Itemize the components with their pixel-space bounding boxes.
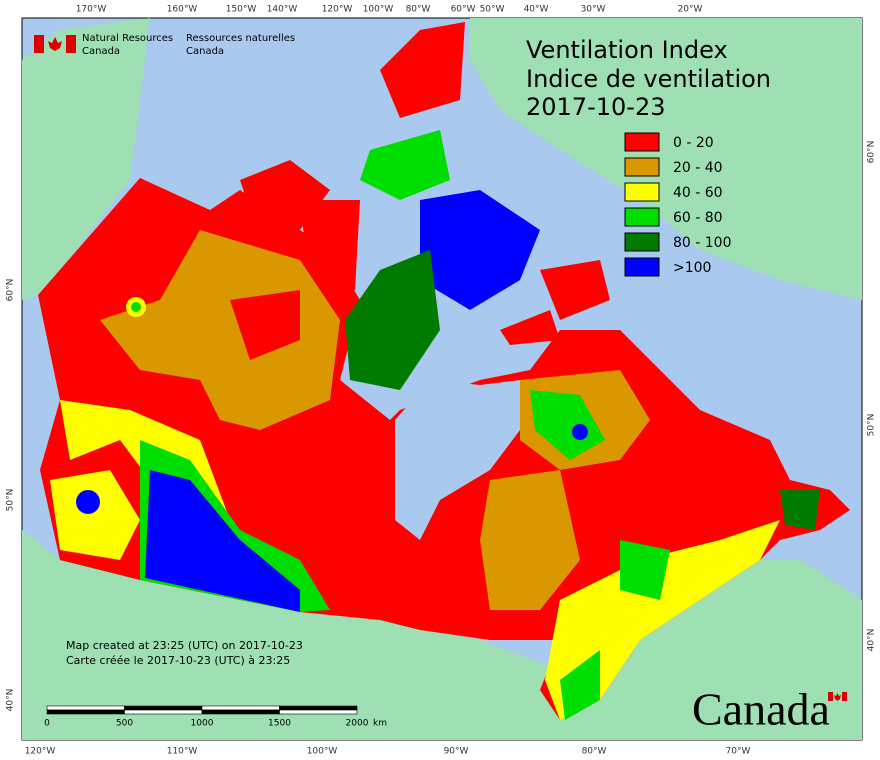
scale-label: 1000: [191, 719, 214, 729]
graticule-label: 140°W: [267, 5, 298, 15]
greenland: [470, 18, 862, 300]
island: [360, 130, 450, 200]
graticule-label: 40°N: [867, 629, 877, 652]
legend-swatch: [624, 132, 660, 152]
graticule-label: 30°W: [581, 5, 606, 15]
graticule-label: 120°W: [25, 747, 56, 757]
island: [300, 200, 360, 290]
zone-green: [530, 390, 605, 460]
zone-red: [230, 290, 300, 360]
scale-label: 0: [44, 719, 50, 729]
legend-label: 80 - 100: [673, 235, 732, 251]
scale-segment: [201, 705, 280, 711]
legend: 0 - 20 20 - 40 40 - 60 60 - 80 80 - 100 >100: [624, 132, 732, 277]
zone-blue: [76, 490, 100, 514]
zone-green: [620, 540, 670, 600]
zone-orange: [100, 230, 340, 430]
zone-red: [582, 487, 618, 523]
graticule-label: 80°W: [406, 5, 431, 15]
graticule-label: 110°W: [167, 747, 198, 757]
scale-segment: [124, 705, 203, 711]
graticule-label: 40°W: [524, 5, 549, 15]
legend-swatch: [624, 157, 660, 177]
graticule-label: 90°W: [444, 747, 469, 757]
zone-yellow: [50, 470, 140, 560]
scale-segment: [201, 709, 280, 715]
alaska: [22, 18, 150, 300]
graticule-label: 50°N: [867, 414, 877, 437]
wordmark: Canada: [692, 684, 830, 735]
scale-segment: [46, 705, 125, 711]
scale-unit: km: [373, 719, 387, 729]
graticule-label: 60°N: [6, 279, 16, 302]
scale-label: 500: [116, 719, 133, 729]
island: [420, 190, 540, 310]
flag-leaf: [834, 693, 841, 701]
graticule-label: 160°W: [167, 5, 198, 15]
legend-swatch: [624, 257, 660, 277]
zone-blue: [572, 424, 588, 440]
graticule-label: 70°W: [726, 747, 751, 757]
scale-label: 2000: [346, 719, 369, 729]
logo-text: Ressources naturelles: [186, 33, 295, 44]
graticule-label: 150°W: [226, 5, 257, 15]
graticule: 170°W 160°W 150°W 140°W 120°W 100°W 80°W 60°W 50…: [6, 5, 877, 757]
flag-leaf: [48, 37, 62, 51]
legend-swatch: [624, 207, 660, 227]
scale-label: 1500: [268, 719, 291, 729]
flag-bar: [828, 692, 833, 701]
graticule-label: 60°W: [451, 5, 476, 15]
logo-text: Canada: [186, 46, 224, 57]
graticule-label: 60°N: [867, 141, 877, 164]
flag-bar: [842, 692, 847, 701]
zone-green: [560, 650, 600, 720]
legend-label: 60 - 80: [673, 210, 723, 226]
legend-label: 0 - 20: [673, 135, 714, 151]
graticule-label: 50°W: [480, 5, 505, 15]
flag-bar: [66, 35, 76, 53]
graticule-label: 100°W: [307, 747, 338, 757]
legend-label: 40 - 60: [673, 185, 723, 201]
flag-bar: [34, 35, 44, 53]
zone-darkgreen: [780, 490, 820, 530]
graticule-label: 40°N: [6, 689, 16, 712]
scale-segment: [124, 709, 203, 715]
title: Indice de ventilation: [526, 65, 771, 93]
logo-text: Natural Resources: [82, 33, 173, 44]
island: [500, 310, 560, 345]
zone-blue: [145, 470, 300, 612]
date: 2017-10-23: [526, 93, 665, 121]
scale-segment: [46, 709, 125, 715]
usa: [22, 530, 862, 740]
zone-yellow: [545, 520, 780, 720]
hudson-bay: [395, 380, 520, 540]
legend-swatch: [624, 182, 660, 202]
graticule-label: 120°W: [322, 5, 353, 15]
island: [540, 260, 610, 320]
legend-swatch: [624, 232, 660, 252]
title: Ventilation Index: [526, 36, 728, 64]
graticule-label: 50°N: [6, 489, 16, 512]
legend-label: >100: [673, 260, 711, 276]
legend-label: 20 - 40: [673, 160, 723, 176]
graticule-label: 170°W: [76, 5, 107, 15]
graticule-label: 20°W: [678, 5, 703, 15]
island: [345, 250, 440, 390]
scale-segment: [279, 709, 358, 715]
credit: Map created at 23:25 (UTC) on 2017-10-23: [66, 639, 303, 652]
island: [380, 22, 465, 118]
graticule-label: 100°W: [363, 5, 394, 15]
scale-bar: 0 500 1000 1500 2000 km: [44, 705, 387, 729]
zone-green: [131, 302, 141, 312]
credit: Carte créée le 2017-10-23 (UTC) à 23:25: [66, 654, 290, 667]
zone-orange: [480, 470, 580, 610]
graticule-label: 80°W: [582, 747, 607, 757]
scale-segment: [279, 705, 358, 711]
logo-text: Canada: [82, 46, 120, 57]
